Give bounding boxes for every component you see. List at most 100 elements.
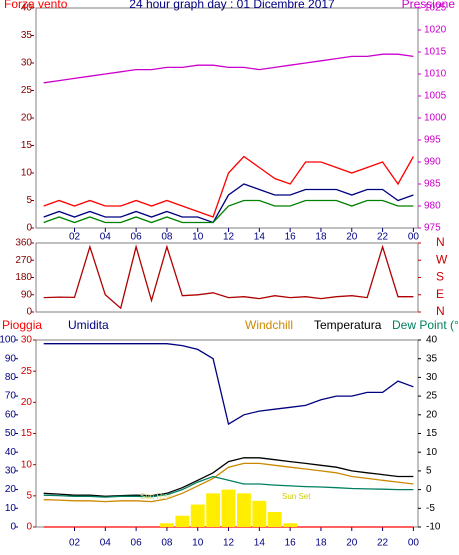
chart-title: 24 hour graph day : 01 Dicembre 2017: [129, 0, 335, 11]
y2-tick-label: 975: [424, 223, 441, 234]
y-tick-label: 20: [5, 484, 17, 495]
y2-tick-label: 1010: [424, 69, 447, 80]
legend-label: Temperatura: [314, 318, 382, 332]
annotation: Sun Rise: [140, 492, 173, 501]
y3-tick-label: 5: [26, 490, 32, 501]
x-tick-label: 00: [408, 538, 420, 549]
x-tick-label: 18: [315, 538, 327, 549]
y-tick-label: 20: [21, 113, 33, 124]
x-tick-label: 22: [377, 538, 389, 549]
y2-tick-label: 35: [426, 353, 438, 364]
y2-tick-label: S: [436, 270, 444, 284]
y2-tick-label: 1025: [424, 3, 447, 14]
solar-bar: [206, 493, 221, 527]
legend-label: Pioggia: [2, 318, 42, 332]
x-tick-label: 06: [131, 538, 143, 549]
y-tick-label: 270: [15, 255, 32, 266]
x-tick-label: 16: [285, 538, 297, 549]
y2-tick-label: 10: [426, 447, 438, 458]
x-tick-label: 18: [315, 232, 327, 243]
y2-tick-label: 990: [424, 157, 441, 168]
series-line: [43, 183, 414, 224]
y2-tick-label: N: [436, 304, 445, 318]
y-tick-label: 5: [26, 195, 32, 206]
annotation: Sun Set: [282, 492, 311, 501]
y3-tick-label: 10: [21, 459, 33, 470]
y-tick-label: 0: [10, 522, 16, 533]
solar-bar: [283, 523, 298, 527]
y2-tick-label: 5: [426, 466, 432, 477]
y-tick-label: 35: [21, 30, 33, 41]
y2-tick-label: W: [436, 252, 448, 266]
legend-label: Dew Point (°C: [392, 318, 459, 332]
y2-tick-label: 995: [424, 135, 441, 146]
y2-tick-label: 15: [426, 428, 438, 439]
x-tick-label: 20: [346, 538, 358, 549]
y-tick-label: 0: [26, 223, 32, 234]
y2-tick-label: -5: [426, 503, 435, 514]
x-tick-label: 02: [69, 538, 81, 549]
y-tick-label: 80: [5, 372, 17, 383]
x-tick-label: 20: [346, 232, 358, 243]
plot-frame: [35, 7, 419, 229]
y2-tick-label: 1015: [424, 47, 447, 58]
y2-tick-label: E: [436, 287, 444, 301]
y3-tick-label: 25: [21, 366, 33, 377]
y-tick-label: 10: [5, 503, 17, 514]
x-tick-label: 04: [100, 232, 112, 243]
x-tick-label: 10: [192, 232, 204, 243]
series-line: [43, 199, 414, 224]
y-tick-label: 180: [15, 272, 32, 283]
y-tick-label: 40: [21, 3, 33, 14]
y2-tick-label: 30: [426, 372, 438, 383]
y-tick-label: 70: [5, 391, 17, 402]
y2-tick-label: 20: [426, 409, 438, 420]
series-line: [43, 244, 414, 310]
x-tick-label: 04: [100, 538, 112, 549]
legend-label: Windchill: [245, 318, 293, 332]
plot-frame: [35, 242, 419, 313]
solar-bar: [159, 523, 174, 527]
y-tick-label: 90: [5, 353, 17, 364]
y2-tick-label: 40: [426, 335, 438, 346]
x-tick-label: 00: [408, 232, 420, 243]
legend-label: Pressione: [402, 0, 456, 11]
legend-label: Forza vento: [4, 0, 68, 11]
y-tick-label: 90: [21, 289, 33, 300]
y-tick-label: 60: [5, 409, 17, 420]
solar-bar: [190, 504, 205, 527]
y3-tick-label: 30: [21, 335, 33, 346]
series-line: [43, 457, 414, 497]
y-tick-label: 30: [21, 58, 33, 69]
series-line: [43, 475, 414, 498]
y2-tick-label: 0: [426, 484, 432, 495]
y2-tick-label: N: [436, 235, 445, 249]
series-line: [43, 155, 414, 218]
y-tick-label: 360: [15, 238, 32, 249]
solar-bar: [252, 500, 267, 527]
y2-tick-label: -10: [426, 522, 441, 533]
legend-label: Umidita: [68, 318, 109, 332]
x-tick-label: 08: [161, 232, 173, 243]
y-tick-label: 25: [21, 85, 33, 96]
y2-tick-label: 1020: [424, 25, 447, 36]
solar-bar: [221, 489, 236, 527]
y-tick-label: 50: [5, 428, 17, 439]
y2-tick-label: 985: [424, 179, 441, 190]
y2-tick-label: 980: [424, 201, 441, 212]
series-line: [43, 462, 414, 503]
y-tick-label: 40: [5, 447, 17, 458]
x-tick-label: 12: [223, 232, 235, 243]
y3-tick-label: 15: [21, 428, 33, 439]
y2-tick-label: 25: [426, 391, 438, 402]
x-tick-label: 22: [377, 232, 389, 243]
x-tick-label: 14: [254, 538, 266, 549]
x-tick-label: 08: [161, 538, 173, 549]
y2-tick-label: 1000: [424, 113, 447, 124]
series-line: [43, 53, 414, 84]
y2-tick-label: 1005: [424, 91, 447, 102]
y-tick-label: 30: [5, 466, 17, 477]
y-tick-label: 0: [26, 307, 32, 318]
x-tick-label: 14: [254, 232, 266, 243]
